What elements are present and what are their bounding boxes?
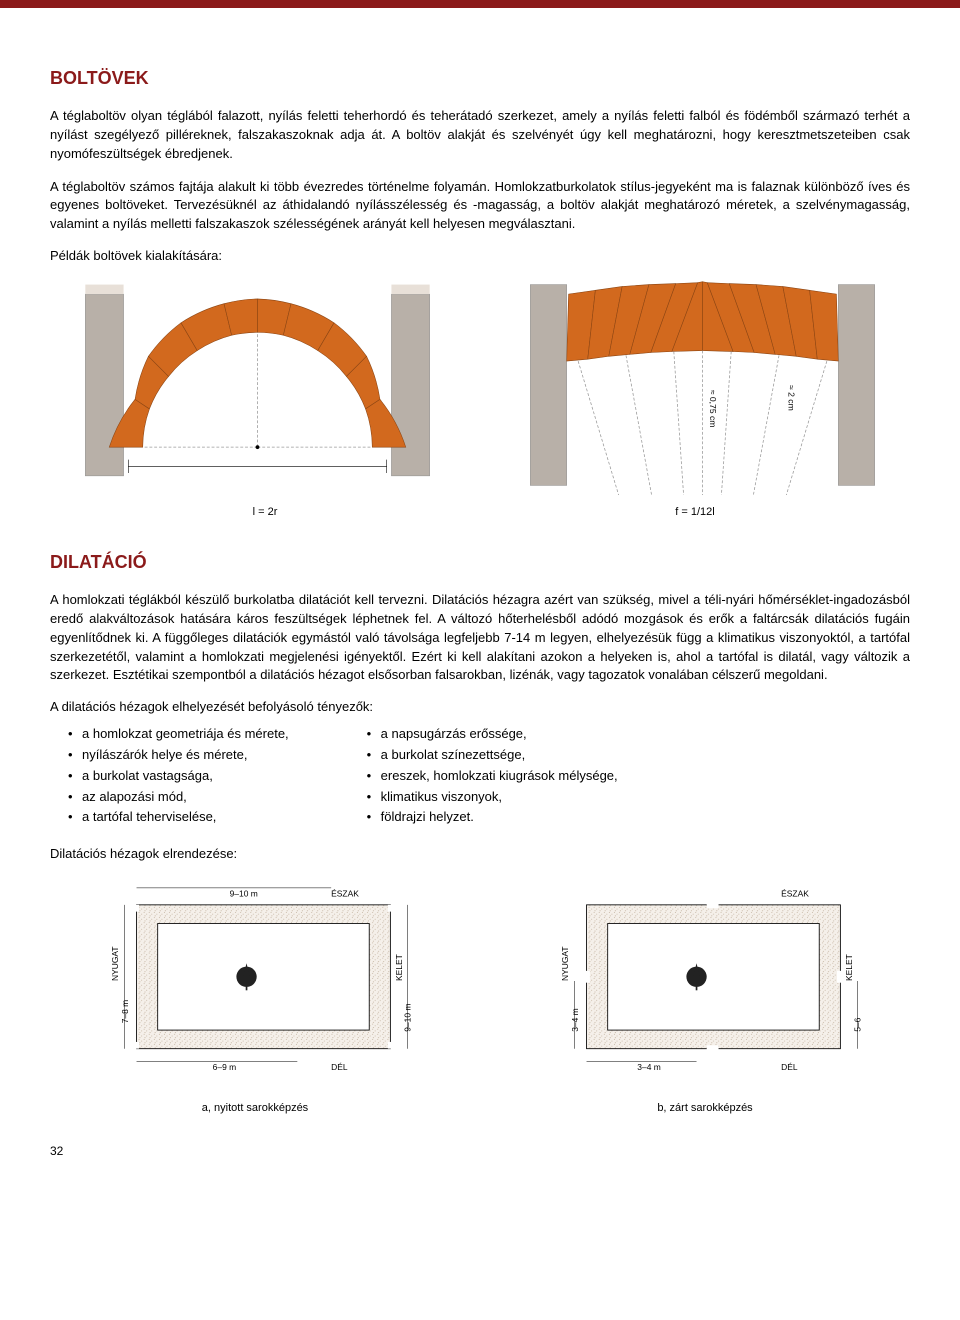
factors-col1: a homlokzat geometriája és mérete, nyílá…: [50, 724, 289, 828]
arch-semicircular: [50, 275, 465, 498]
plan2-dim-right: 5–6: [853, 1018, 863, 1032]
plan1-caption: a, nyitott sarokképzés: [50, 1102, 460, 1114]
plan2-dim-bottom: 3–4 m: [637, 1062, 661, 1072]
examples-label: Példák boltövek kialakítására:: [50, 248, 910, 263]
list-item: a burkolat vastagsága,: [68, 766, 289, 787]
list-item: földrajzi helyzet.: [367, 807, 618, 828]
plan2-caption: b, zárt sarokképzés: [500, 1102, 910, 1114]
section2-title: DILATÁCIÓ: [50, 552, 910, 573]
list-item: a napsugárzás erőssége,: [367, 724, 618, 745]
plan1-dim-right: 9–10 m: [403, 1004, 413, 1032]
arch-row: ≈ 0,75 cm ≈ 2 cm: [50, 275, 910, 498]
arch2-caption: f = 1/12l: [480, 506, 910, 518]
list-item: a homlokzat geometriája és mérete,: [68, 724, 289, 745]
factors-columns: a homlokzat geometriája és mérete, nyílá…: [50, 724, 910, 828]
arch1-caption: l = 2r: [50, 506, 480, 518]
plan-closed-corner: ÉSZAK KELET DÉL NYUGAT 3–4 m 3–4 m 5–6 b…: [500, 871, 910, 1114]
plan1-w: NYUGAT: [110, 947, 120, 982]
plan-open-corner: ÉSZAK KELET DÉL NYUGAT 9–10 m 7–8 m 6–9 …: [50, 871, 460, 1114]
list-item: ereszek, homlokzati kiugrások mélysége,: [367, 766, 618, 787]
arch1-svg: [50, 275, 465, 495]
factors-col2: a napsugárzás erőssége, a burkolat színe…: [349, 724, 618, 828]
arch2-svg: ≈ 0,75 cm ≈ 2 cm: [495, 275, 910, 495]
plan1-dim-top: 9–10 m: [230, 889, 258, 899]
plan2-dim-left: 3–4 m: [570, 1009, 580, 1033]
arch2-dim-r: ≈ 0,75 cm: [708, 390, 718, 428]
list-item: az alapozási mód,: [68, 787, 289, 808]
plan2-e: KELET: [844, 954, 854, 981]
plan-row: ÉSZAK KELET DÉL NYUGAT 9–10 m 7–8 m 6–9 …: [50, 871, 910, 1114]
plan1-n: ÉSZAK: [331, 889, 359, 899]
list-item: klimatikus viszonyok,: [367, 787, 618, 808]
arrangement-label: Dilatációs hézagok elrendezése:: [50, 846, 910, 861]
plan1-e: KELET: [394, 954, 404, 981]
page-content: BOLTÖVEK A téglaboltöv olyan téglából fa…: [0, 8, 960, 1178]
top-bar: [0, 0, 960, 8]
arch2-dim-gap: ≈ 2 cm: [787, 385, 797, 411]
list-item: a burkolat színezettsége,: [367, 745, 618, 766]
section1-title: BOLTÖVEK: [50, 68, 910, 89]
plan2-w: NYUGAT: [560, 947, 570, 982]
plan1-dim-bottom: 6–9 m: [213, 1062, 237, 1072]
arch-flat: ≈ 0,75 cm ≈ 2 cm: [495, 275, 910, 498]
list-item: a tartófal teherviselése,: [68, 807, 289, 828]
page-number: 32: [50, 1144, 910, 1158]
arch-captions: l = 2r f = 1/12l: [50, 506, 910, 518]
plan2-s: DÉL: [781, 1062, 798, 1072]
plan1-s: DÉL: [331, 1062, 348, 1072]
list-item: nyílászárók helye és mérete,: [68, 745, 289, 766]
plan1-svg: ÉSZAK KELET DÉL NYUGAT 9–10 m 7–8 m 6–9 …: [50, 871, 460, 1091]
plan1-dim-left: 7–8 m: [120, 1000, 130, 1024]
plan2-n: ÉSZAK: [781, 889, 809, 899]
section2-para1: A homlokzati téglákból készülő burkolatb…: [50, 591, 910, 685]
factors-label: A dilatációs hézagok elhelyezését befoly…: [50, 699, 910, 714]
section1-para2: A téglaboltöv számos fajtája alakult ki …: [50, 178, 910, 235]
section1-para1: A téglaboltöv olyan téglából falazott, n…: [50, 107, 910, 164]
plan2-svg: ÉSZAK KELET DÉL NYUGAT 3–4 m 3–4 m 5–6: [500, 871, 910, 1091]
